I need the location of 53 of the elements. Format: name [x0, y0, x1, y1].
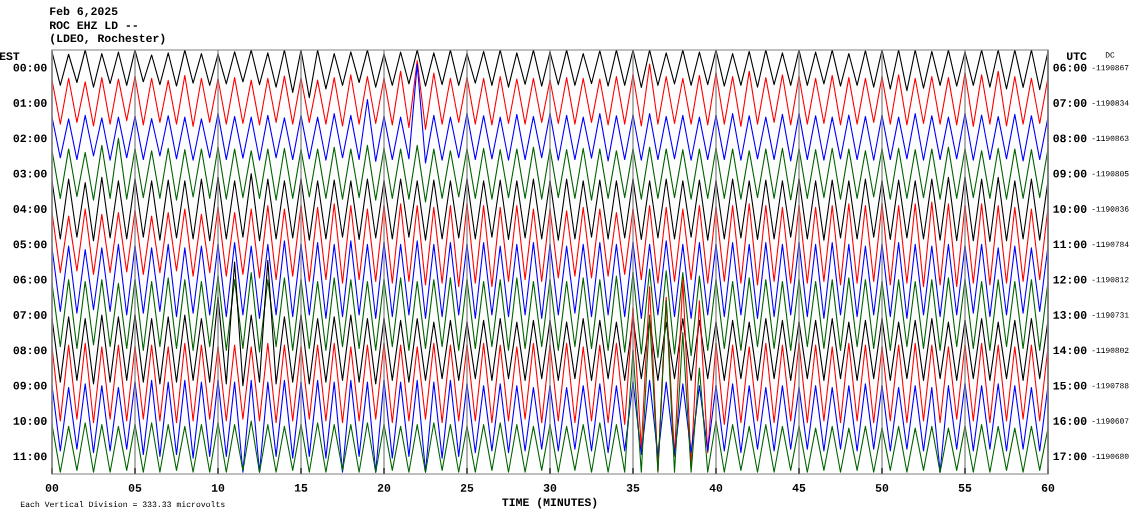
y2-tick-label: 10:00 [1053, 205, 1087, 213]
x-tick-label: 60 [1041, 484, 1055, 492]
y2-tick-label: 08:00 [1053, 134, 1087, 143]
x-tick-label: 25 [460, 484, 474, 492]
y-tick-label: 06:00 [13, 275, 47, 284]
x-tick-label: 05 [128, 484, 142, 492]
y2-tick-label: 11:00 [1053, 240, 1087, 249]
chart-subtitle: ROC EHZ LD -- [50, 21, 137, 30]
line-series [52, 201, 1049, 288]
line-series [52, 137, 1049, 203]
y-tick-label: 00:00 [13, 63, 47, 72]
line-series [52, 60, 1049, 131]
y2-tick-label: 12:00 [1053, 275, 1087, 284]
x-tick-label: 45 [792, 484, 806, 492]
y-axis-title: EST [0, 52, 20, 61]
y-tick-label: 03:00 [13, 169, 47, 178]
x-tick-label: 40 [709, 484, 723, 492]
x-tick-label: 15 [294, 484, 308, 492]
x-axis-title: TIME (MINUTES) [502, 497, 597, 509]
x-tick-label: 35 [626, 484, 640, 492]
text: Each Vertical Division = 333.33 microvolts [20, 501, 225, 508]
y2-tick-label: 07:00 [1053, 99, 1087, 107]
y-tick-label: 10:00 [13, 417, 47, 425]
line-series [52, 63, 1049, 164]
text: (LDEO, Rochester) [51, 33, 165, 45]
x-tick-label: 10 [211, 484, 225, 492]
y-tick-label: 01:00 [13, 99, 47, 107]
chart-title: Feb 6,2025 [50, 6, 118, 18]
y-tick-label: 08:00 [13, 346, 47, 355]
y-tick-label: 09:00 [13, 381, 47, 390]
y-tick-label: 04:00 [13, 205, 47, 213]
line-series [52, 259, 1049, 387]
x-tick-label: 55 [958, 484, 972, 492]
line-series [52, 379, 1049, 473]
y-tick-label: 07:00 [13, 311, 47, 319]
line-series [52, 50, 1049, 99]
y2-tick-label: 13:00 [1053, 311, 1087, 319]
y-tick-label: 11:00 [13, 452, 47, 461]
x-tick-label: 50 [875, 484, 889, 492]
x-tick-label: 00 [45, 484, 59, 492]
y-tick-label: 02:00 [13, 134, 47, 143]
x-tick-label: 30 [543, 484, 557, 492]
y-tick-label: 05:00 [13, 240, 47, 249]
y2-tick-label: 17:00 [1053, 452, 1087, 461]
y2-tick-label: 06:00 [1053, 63, 1087, 72]
line-series [52, 173, 1049, 243]
y2-tick-label: 14:00 [1053, 346, 1087, 355]
x-tick-label: 20 [377, 484, 391, 492]
line-series [52, 240, 1049, 320]
y2-tick-label: 15:00 [1053, 381, 1087, 390]
y2-axis-title: UTC [1067, 52, 1087, 61]
y2-tick-label: 16:00 [1053, 417, 1087, 425]
y2-tick-label: 09:00 [1053, 169, 1087, 178]
